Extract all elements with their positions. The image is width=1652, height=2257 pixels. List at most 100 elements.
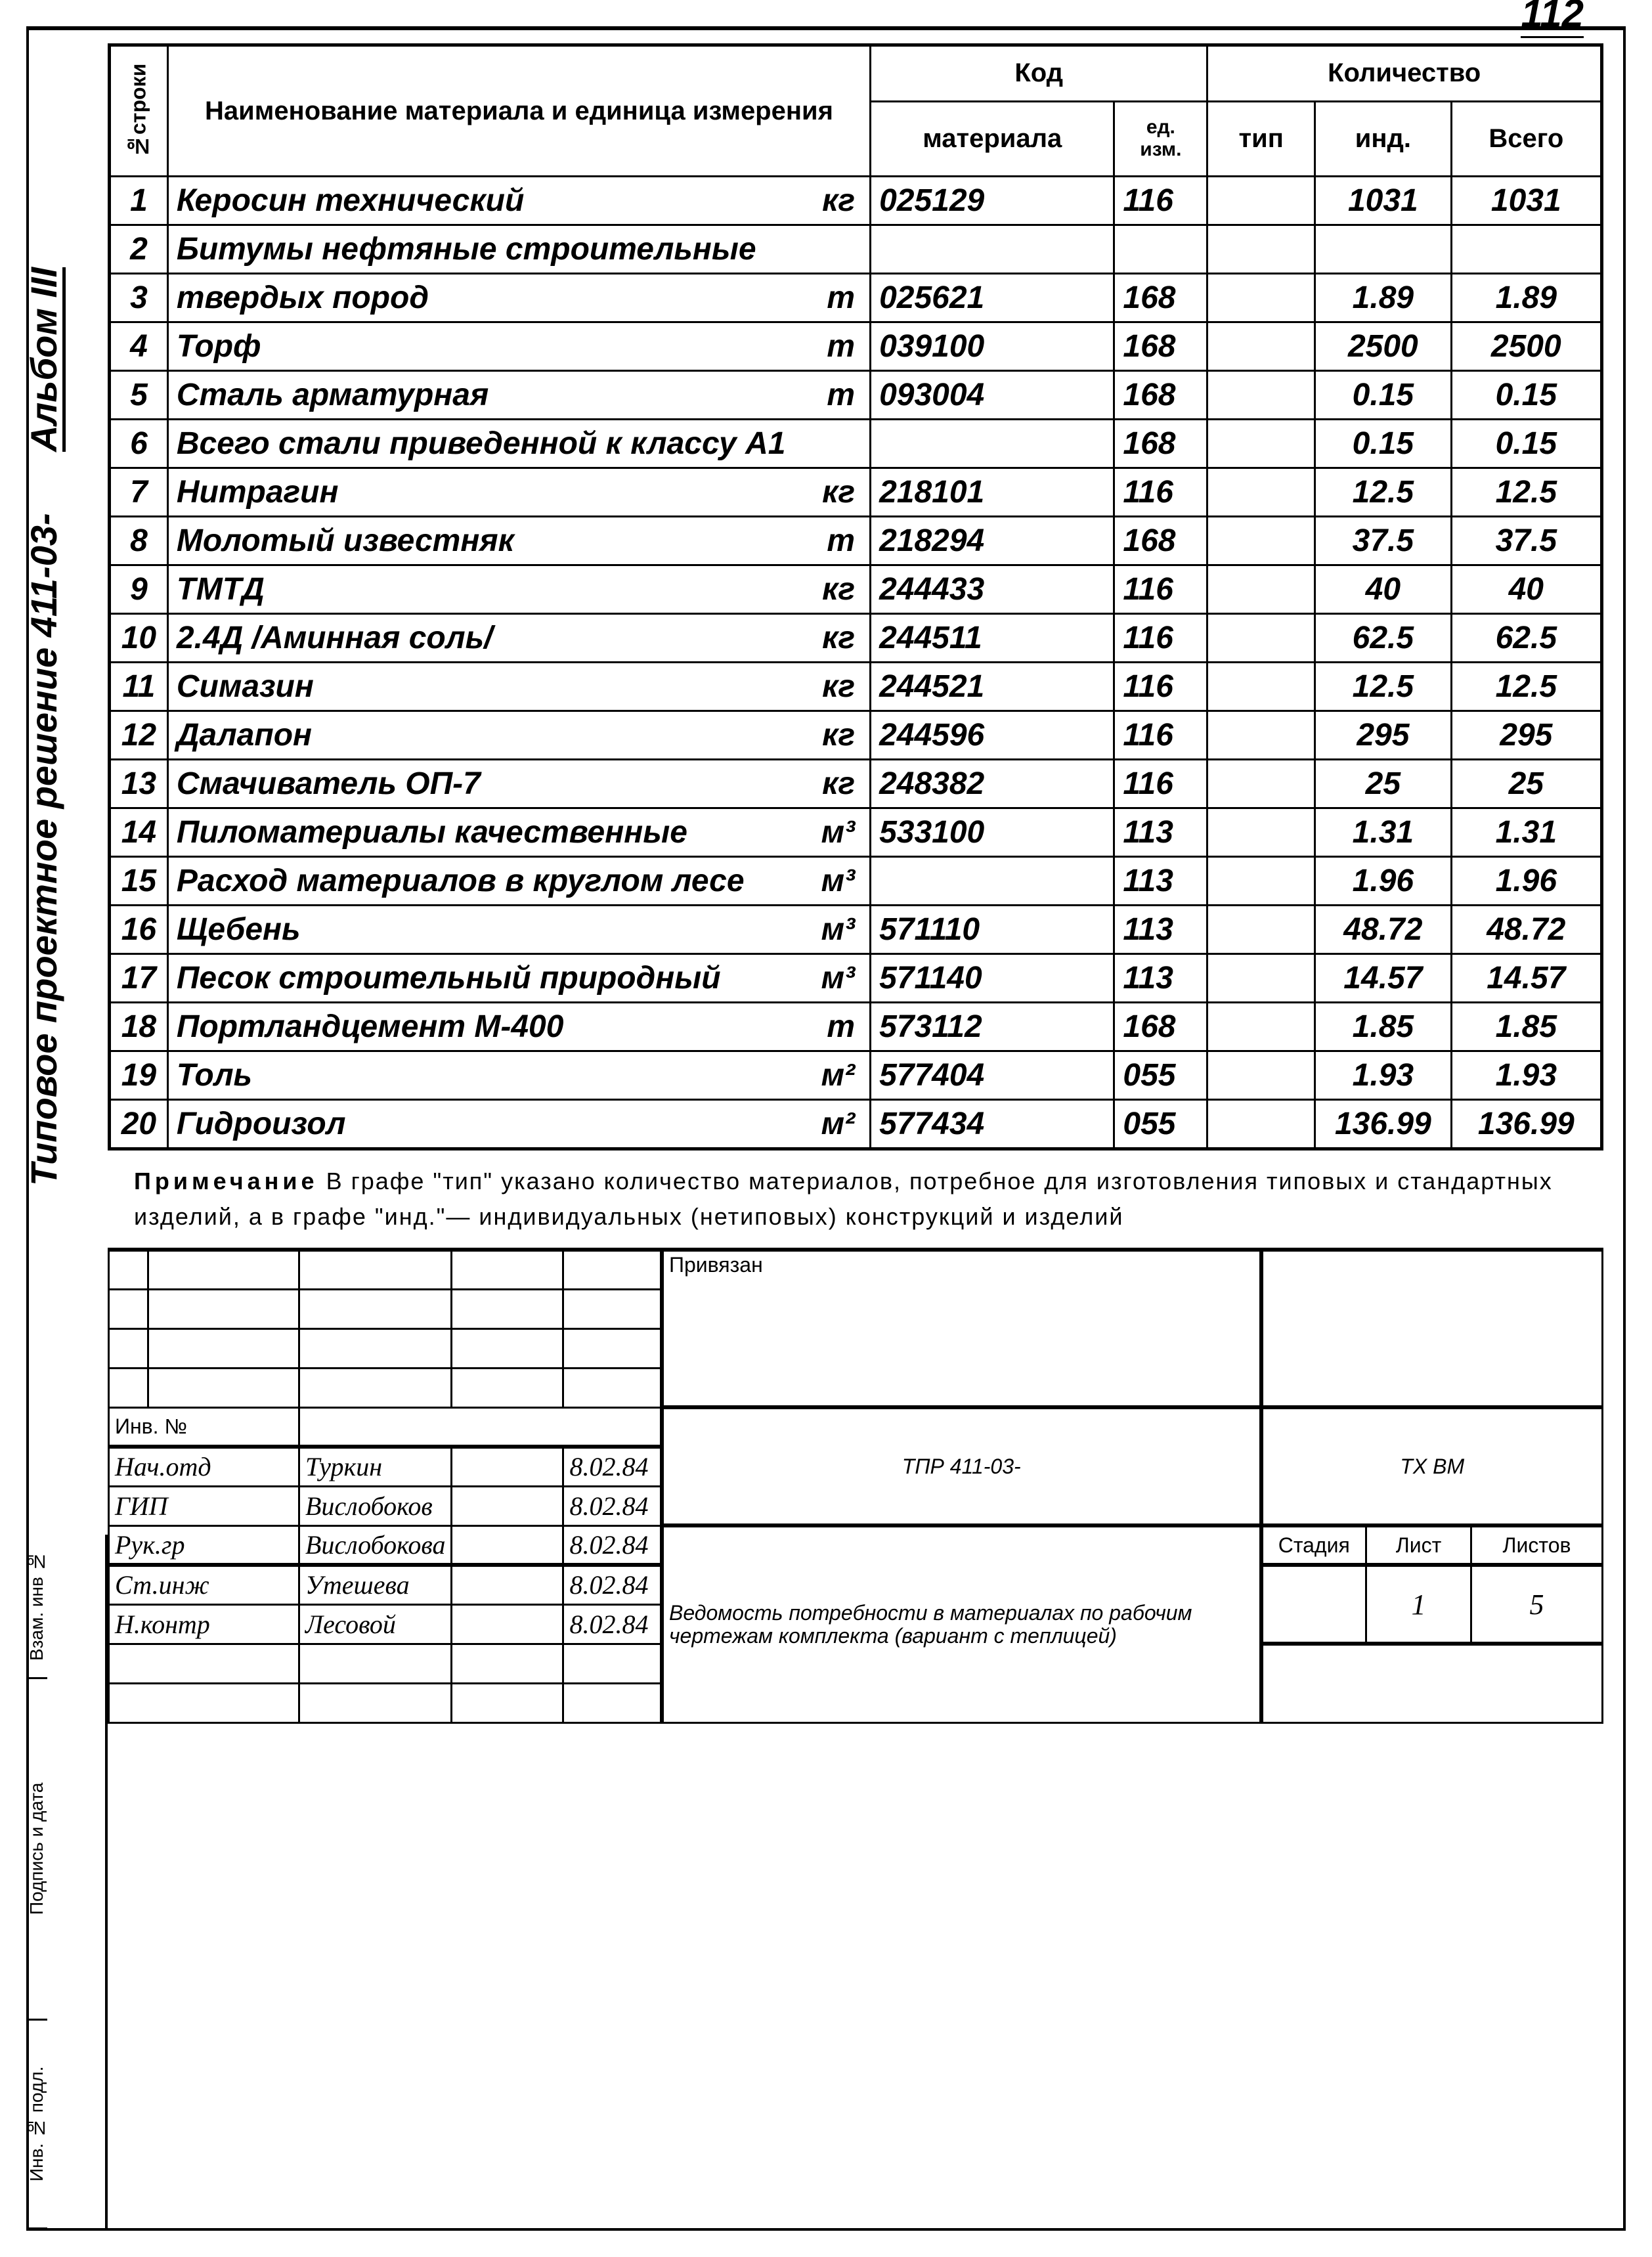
material-unit: м² <box>821 1057 862 1093</box>
table-row: 13Смачиватель ОП-7кг2483821162525 <box>110 760 1602 808</box>
cell-ind <box>1315 225 1451 274</box>
cell-code: 244511 <box>871 614 1114 663</box>
table-row: 11Симазинкг24452111612.512.5 <box>110 663 1602 711</box>
cell-ind: 12.5 <box>1315 663 1451 711</box>
cell-code: 218294 <box>871 517 1114 565</box>
sheet-value: 1 <box>1366 1565 1471 1644</box>
material-name: Сталь арматурная <box>177 377 489 413</box>
cell-total: 48.72 <box>1451 906 1601 954</box>
cell-num: 14 <box>110 808 168 857</box>
cell-ed: 055 <box>1114 1051 1207 1100</box>
binding-margin-text: Типовое проектное решение 411-03- Альбом… <box>22 70 95 1383</box>
material-name: Расход материалов в круглом лесе <box>177 863 745 899</box>
table-row: 12Далапонкг244596116295295 <box>110 711 1602 760</box>
material-name: ТМТД <box>177 571 265 607</box>
cell-ed: 116 <box>1114 565 1207 614</box>
project-series-label: Типовое проектное решение 411-03- <box>23 513 64 1186</box>
cell-total: 2500 <box>1451 322 1601 371</box>
material-unit: т <box>827 523 861 559</box>
cell-total: 14.57 <box>1451 954 1601 1003</box>
cell-num: 10 <box>110 614 168 663</box>
cell-ind: 0.15 <box>1315 371 1451 420</box>
cell-total: 1031 <box>1451 177 1601 225</box>
cell-ind: 0.15 <box>1315 420 1451 468</box>
material-unit: кг <box>822 620 861 656</box>
cell-ind: 25 <box>1315 760 1451 808</box>
cell-total: 62.5 <box>1451 614 1601 663</box>
cell-ind: 1.93 <box>1315 1051 1451 1100</box>
cell-name: Нитрагинкг <box>167 468 870 517</box>
document-title: Ведомость потребности в материалах по ра… <box>662 1525 1261 1722</box>
cell-tip <box>1207 663 1315 711</box>
cell-name: Песок строительный природный м³ <box>167 954 870 1003</box>
header-qty-tip: тип <box>1207 101 1315 176</box>
material-name: Щебень <box>177 911 301 948</box>
sheet-header: Лист <box>1366 1525 1471 1565</box>
cell-tip <box>1207 614 1315 663</box>
material-unit: м³ <box>821 960 862 996</box>
cell-ind: 136.99 <box>1315 1100 1451 1149</box>
material-name: Песок строительный природный <box>177 960 721 996</box>
cell-code: 571140 <box>871 954 1114 1003</box>
header-row-number: №строки <box>110 45 168 177</box>
cell-name: Битумы нефтяные строительные <box>167 225 870 274</box>
cell-code: 093004 <box>871 371 1114 420</box>
cell-tip <box>1207 274 1315 322</box>
table-row: 1Керосин техническийкг02512911610311031 <box>110 177 1602 225</box>
note-text: В графе "тип" указано количество материа… <box>134 1168 1553 1230</box>
cell-total: 1.89 <box>1451 274 1601 322</box>
name-2: Вислобокова <box>299 1525 452 1565</box>
cell-name: Торфт <box>167 322 870 371</box>
material-unit: т <box>827 280 861 316</box>
cell-num: 9 <box>110 565 168 614</box>
cell-name: Щебеньм³ <box>167 906 870 954</box>
material-name: Портландцемент М-400 <box>177 1009 564 1045</box>
cell-code <box>871 225 1114 274</box>
material-name: твердых пород <box>177 280 429 316</box>
cell-ind: 48.72 <box>1315 906 1451 954</box>
priv-cell: Привязан <box>662 1250 1261 1407</box>
name-4: Лесовой <box>299 1604 452 1644</box>
priv-org-cell <box>1261 1250 1603 1407</box>
page-frame: 112 Типовое проектное решение 411-03- Ал… <box>26 26 1626 2231</box>
cell-ed: 116 <box>1114 614 1207 663</box>
sheets-value: 5 <box>1471 1565 1603 1644</box>
inv-label: Инв. № <box>109 1407 299 1447</box>
date-1: 8.02.84 <box>563 1486 662 1525</box>
cell-code: 577434 <box>871 1100 1114 1149</box>
material-unit: кг <box>822 717 861 753</box>
priv-label: Привязан <box>669 1253 763 1277</box>
header-qty: Количество <box>1207 45 1602 102</box>
material-unit: кг <box>822 571 861 607</box>
title-block: Привязан Инв. № ТПР 411-03- ТХ ВМ Нач.от… <box>108 1248 1603 1724</box>
material-name: Гидроизол <box>177 1106 346 1142</box>
cell-ed: 116 <box>1114 177 1207 225</box>
name-3: Утешева <box>299 1565 452 1604</box>
cell-tip <box>1207 1100 1315 1149</box>
cell-tip <box>1207 808 1315 857</box>
cell-ed <box>1114 225 1207 274</box>
sign-0 <box>452 1447 563 1486</box>
cell-num: 12 <box>110 711 168 760</box>
material-unit: т <box>827 328 861 364</box>
cell-num: 16 <box>110 906 168 954</box>
table-row: 20Гидроизолм²577434055136.99136.99 <box>110 1100 1602 1149</box>
sign-3 <box>452 1565 563 1604</box>
cell-num: 8 <box>110 517 168 565</box>
cell-total: 0.15 <box>1451 420 1601 468</box>
material-name: Молотый известняк <box>177 523 514 559</box>
cell-name: Далапонкг <box>167 711 870 760</box>
material-unit: кг <box>822 183 861 219</box>
cell-ind: 1.31 <box>1315 808 1451 857</box>
cell-name: Симазинкг <box>167 663 870 711</box>
cell-ind: 40 <box>1315 565 1451 614</box>
material-name: Толь <box>177 1057 252 1093</box>
cell-total: 1.85 <box>1451 1003 1601 1051</box>
cell-ed: 116 <box>1114 760 1207 808</box>
header-code-unit: ед. изм. <box>1114 101 1207 176</box>
material-name: Нитрагин <box>177 474 339 510</box>
material-unit: кг <box>822 668 861 705</box>
table-row: 6Всего стали приведенной к классу А11680… <box>110 420 1602 468</box>
cell-total: 0.15 <box>1451 371 1601 420</box>
header-code: Код <box>871 45 1207 102</box>
